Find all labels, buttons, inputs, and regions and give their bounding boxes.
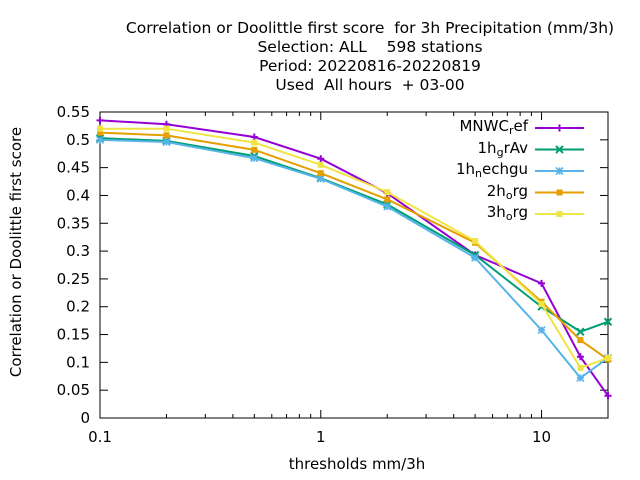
series-point-0 bbox=[250, 133, 258, 141]
chart-title-line-4: Used All hours + 03-00 bbox=[275, 76, 465, 94]
series-point-2 bbox=[537, 326, 546, 335]
y-tick-label: 0.05 bbox=[57, 381, 90, 399]
series-point-0 bbox=[538, 279, 546, 287]
series-point-0 bbox=[96, 116, 104, 124]
series-point-4 bbox=[577, 364, 584, 371]
legend-label-rest: rAv bbox=[503, 138, 528, 157]
legend-label-subscript: o bbox=[505, 188, 513, 202]
series-point-1 bbox=[576, 327, 585, 336]
series-point-4 bbox=[97, 125, 103, 132]
legend-label-4: 3horg bbox=[486, 203, 528, 223]
x-axis-label: thresholds mm/3h bbox=[288, 455, 426, 473]
legend-label-rest: echgu bbox=[481, 160, 528, 178]
chart-title-line-3: Period: 20220816-20220819 bbox=[259, 57, 481, 75]
legend-label-main: MNWC bbox=[459, 117, 509, 135]
series-point-3 bbox=[384, 196, 391, 203]
series-point-4 bbox=[538, 300, 545, 307]
series-point-3 bbox=[97, 129, 103, 136]
legend-label-rest: rg bbox=[512, 203, 528, 221]
chart-title-line-2: Selection: ALL 598 stations bbox=[257, 38, 483, 56]
series-point-3 bbox=[163, 132, 170, 139]
chart-title-line-1: Correlation or Doolittle first score for… bbox=[125, 19, 615, 37]
legend-marker-3 bbox=[556, 189, 563, 196]
y-tick-label: 0 bbox=[80, 409, 90, 427]
legend-label-rest: rg bbox=[512, 181, 528, 200]
series-line-0 bbox=[99, 119, 609, 397]
series-point-2 bbox=[162, 137, 171, 147]
legend-label-subscript: g bbox=[496, 145, 504, 159]
legend-label-main: 1h bbox=[477, 138, 497, 157]
series-point-4 bbox=[605, 354, 611, 361]
x-tick-label: 10 bbox=[532, 428, 551, 446]
legend-label-main: 2h bbox=[486, 181, 506, 200]
series-point-2 bbox=[95, 135, 105, 144]
series-point-2 bbox=[316, 174, 325, 183]
plot-frame bbox=[99, 111, 609, 419]
series-line-4 bbox=[100, 127, 609, 370]
series-line-1 bbox=[99, 137, 609, 333]
legend-label-subscript: r bbox=[508, 124, 514, 137]
series-point-2 bbox=[250, 154, 259, 163]
series-point-4 bbox=[472, 238, 479, 245]
series-point-3 bbox=[251, 146, 258, 153]
x-tick-label: 1 bbox=[316, 428, 326, 446]
legend-marker-4 bbox=[556, 211, 563, 217]
y-tick-label: 0.55 bbox=[57, 103, 90, 121]
x-tick-label: 0.1 bbox=[88, 428, 112, 446]
series-point-4 bbox=[163, 125, 170, 132]
series-point-0 bbox=[576, 353, 584, 361]
y-tick-label: 0.1 bbox=[66, 353, 90, 371]
series-point-2 bbox=[576, 373, 585, 383]
series-point-3 bbox=[317, 170, 324, 177]
legend-label-rest: ef bbox=[513, 117, 528, 135]
series-point-1 bbox=[603, 317, 613, 326]
legend-label-subscript: n bbox=[475, 167, 482, 180]
legend-label-2: 1hnechgu bbox=[455, 160, 528, 180]
series-point-3 bbox=[577, 337, 584, 344]
y-tick-label: 0.45 bbox=[57, 159, 90, 177]
legend-marker-0 bbox=[556, 124, 563, 132]
y-tick-label: 0.25 bbox=[57, 270, 90, 288]
y-tick-label: 0.15 bbox=[57, 326, 90, 344]
series-point-2 bbox=[471, 253, 480, 262]
series-point-0 bbox=[604, 392, 612, 400]
series-point-4 bbox=[251, 139, 258, 146]
legend-marker-2 bbox=[555, 166, 564, 176]
legend-label-3: 2horg bbox=[486, 181, 528, 202]
y-tick-label: 0.4 bbox=[66, 186, 90, 204]
legend-label-main: 3h bbox=[486, 203, 506, 221]
y-tick-label: 0.3 bbox=[66, 242, 90, 260]
series-point-4 bbox=[317, 161, 324, 168]
legend-label-subscript: o bbox=[505, 210, 513, 223]
series-point-0 bbox=[317, 155, 325, 163]
y-tick-label: 0.2 bbox=[66, 298, 90, 316]
y-tick-label: 0.35 bbox=[57, 214, 90, 232]
series-point-4 bbox=[384, 189, 391, 196]
legend-label-1: 1hgrAv bbox=[477, 138, 528, 159]
y-tick-label: 0.5 bbox=[66, 131, 90, 149]
series-line-3 bbox=[99, 131, 609, 361]
series-point-2 bbox=[383, 202, 392, 211]
legend-marker-1 bbox=[555, 145, 564, 154]
legend-label-0: MNWCref bbox=[459, 117, 528, 137]
legend-label-main: 1h bbox=[455, 160, 475, 178]
